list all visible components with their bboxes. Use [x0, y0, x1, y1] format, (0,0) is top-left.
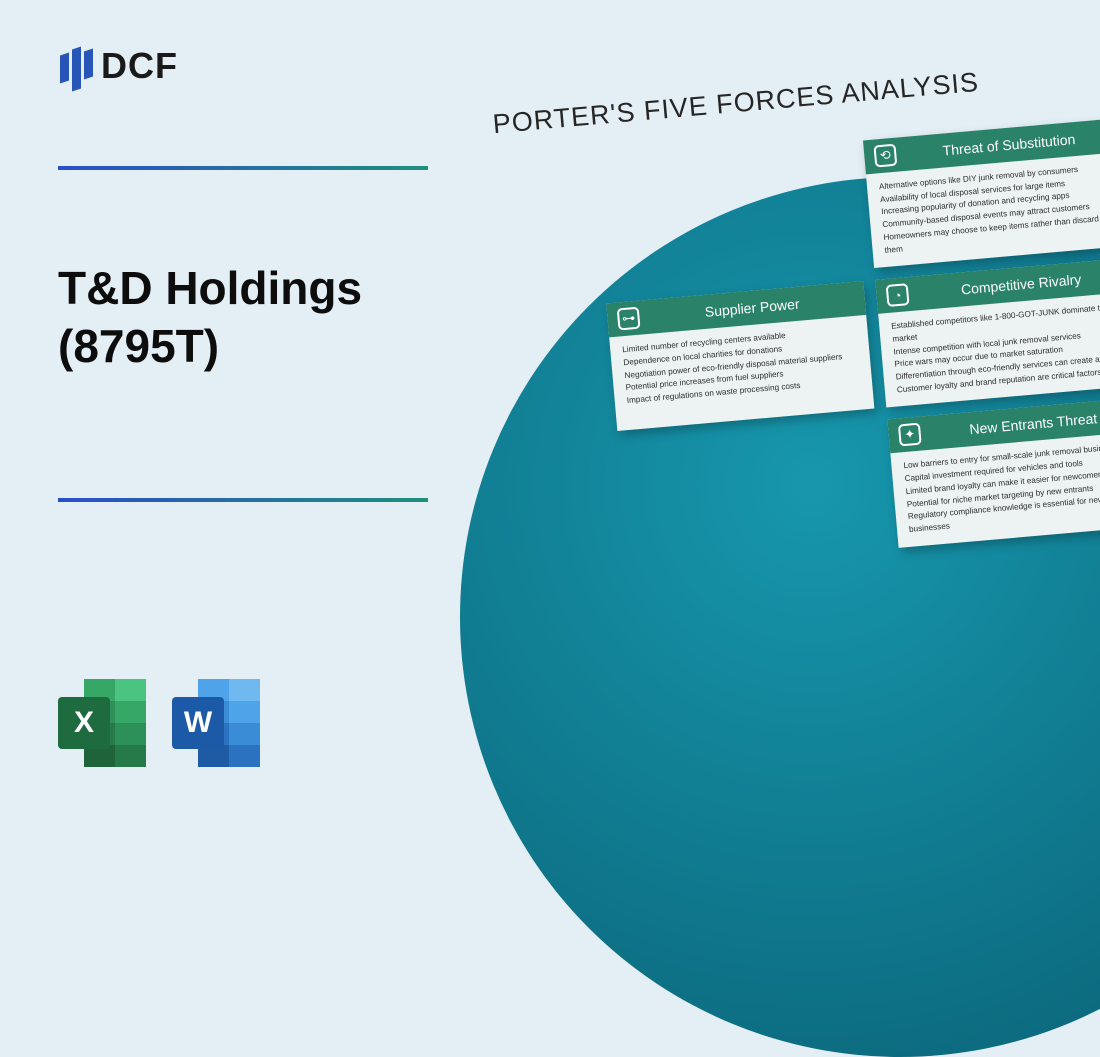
divider-bottom: [58, 498, 428, 502]
company-ticker: (8795T): [58, 318, 362, 376]
card-title: New Entrants Threat: [930, 407, 1100, 441]
card-supplier: ⊶ Supplier Power Limited number of recyc…: [606, 281, 874, 431]
clock-icon: ◔: [886, 283, 910, 307]
person-icon: ✦: [898, 423, 922, 447]
card-substitution: ⟲ Threat of Substitution Alternative opt…: [863, 118, 1100, 268]
analysis-cards: ⟲ Threat of Substitution Alternative opt…: [522, 118, 1100, 589]
divider-top: [58, 166, 428, 170]
file-icons: X W: [58, 679, 260, 767]
company-name: T&D Holdings: [58, 260, 362, 318]
link-icon: ⊶: [617, 307, 641, 331]
logo-text: DCF: [101, 45, 178, 87]
card-rivalry: ◔ Competitive Rivalry Established compet…: [875, 258, 1100, 408]
logo-icon: [60, 42, 93, 90]
card-entrants: ✦ New Entrants Threat Low barriers to en…: [887, 397, 1100, 547]
logo: DCF: [60, 42, 178, 90]
excel-icon[interactable]: X: [58, 679, 146, 767]
analysis-title: PORTER'S FIVE FORCES ANALYSIS: [492, 67, 981, 140]
word-icon[interactable]: W: [172, 679, 260, 767]
company-title: T&D Holdings (8795T): [58, 260, 362, 375]
refresh-icon: ⟲: [873, 144, 897, 168]
